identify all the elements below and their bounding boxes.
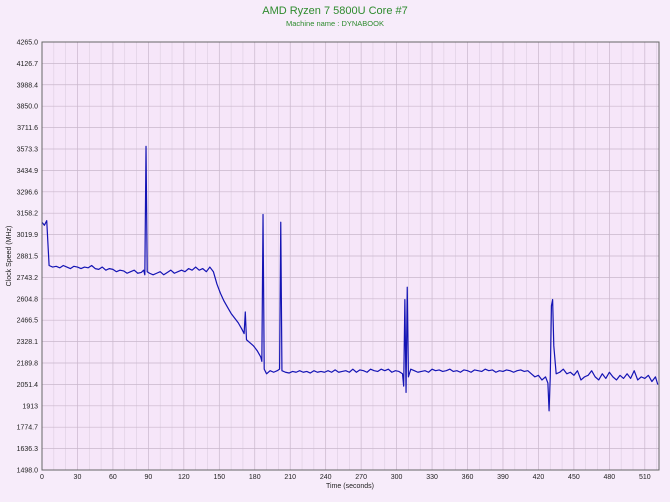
y-tick-label: 3711.6 bbox=[17, 125, 38, 132]
y-tick-label: 2189.8 bbox=[17, 360, 39, 367]
x-tick-label: 510 bbox=[639, 474, 651, 481]
y-tick-label: 3573.3 bbox=[17, 146, 39, 153]
y-tick-label: 3019.9 bbox=[17, 232, 39, 239]
y-tick-label: 4126.7 bbox=[17, 61, 39, 68]
y-tick-label: 1774.7 bbox=[17, 425, 39, 432]
x-tick-label: 270 bbox=[355, 474, 367, 481]
y-tick-label: 3158.2 bbox=[17, 211, 39, 218]
y-tick-label: 3850.0 bbox=[17, 104, 39, 111]
y-tick-label: 3296.6 bbox=[17, 189, 39, 196]
x-tick-label: 330 bbox=[426, 474, 438, 481]
x-tick-label: 480 bbox=[604, 474, 616, 481]
y-axis-label: Clock Speed (MHz) bbox=[6, 226, 13, 287]
y-tick-label: 4265.0 bbox=[17, 40, 39, 47]
y-tick-label: 1913 bbox=[22, 403, 38, 410]
x-tick-label: 360 bbox=[462, 474, 474, 481]
y-tick-label: 2051.4 bbox=[17, 382, 39, 389]
y-tick-label: 3988.4 bbox=[17, 82, 39, 89]
x-tick-label: 240 bbox=[320, 474, 332, 481]
plot-border bbox=[41, 41, 660, 471]
chart-subtitle: Machine name : DYNABOOK bbox=[286, 19, 384, 28]
x-tick-label: 0 bbox=[40, 474, 44, 481]
y-tick-label: 2881.5 bbox=[17, 254, 39, 261]
x-tick-label: 420 bbox=[533, 474, 545, 481]
data-line bbox=[41, 145, 659, 412]
x-tick-label: 390 bbox=[497, 474, 509, 481]
x-tick-label: 180 bbox=[249, 474, 261, 481]
x-tick-label: 300 bbox=[391, 474, 403, 481]
x-tick-label: 210 bbox=[284, 474, 296, 481]
x-tick-label: 150 bbox=[213, 474, 225, 481]
x-tick-label: 120 bbox=[178, 474, 190, 481]
y-tick-label: 3434.9 bbox=[17, 168, 39, 175]
x-tick-label: 30 bbox=[74, 474, 82, 481]
y-tick-label: 2328.1 bbox=[17, 339, 39, 346]
x-tick-label: 450 bbox=[568, 474, 580, 481]
y-tick-label: 2604.8 bbox=[17, 296, 39, 303]
x-tick-label: 60 bbox=[109, 474, 117, 481]
y-tick-label: 2466.5 bbox=[17, 318, 39, 325]
y-tick-label: 1636.3 bbox=[17, 446, 39, 453]
chart-title: AMD Ryzen 7 5800U Core #7 bbox=[262, 5, 408, 17]
x-tick-label: 90 bbox=[144, 474, 152, 481]
y-tick-label: 2743.2 bbox=[17, 275, 39, 282]
x-axis-label: Time (seconds) bbox=[326, 483, 374, 490]
y-tick-label: 1498.0 bbox=[17, 468, 39, 475]
